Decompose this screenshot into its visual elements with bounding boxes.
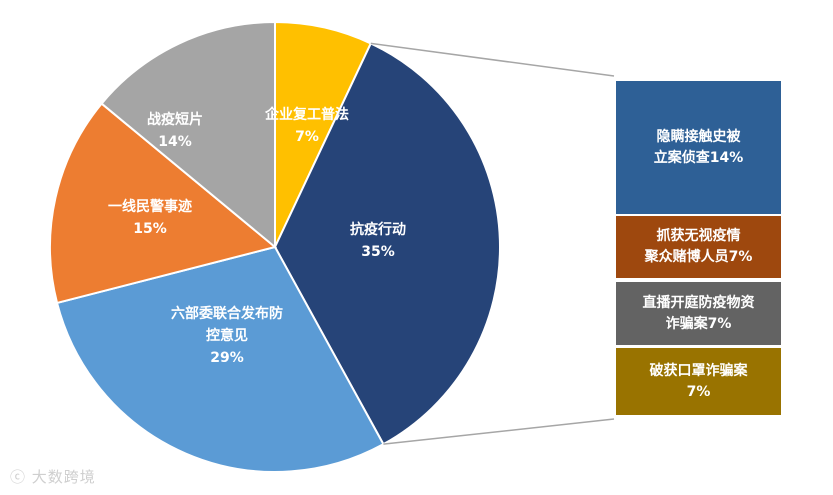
slice-label-line: 7%: [295, 129, 319, 145]
connector-line: [370, 42, 615, 77]
connector-line: [383, 418, 615, 445]
breakdown-label-line1: 隐瞒接触史被: [656, 128, 741, 145]
breakdown-segment-gambling-arrest: 抓获无视疫情 聚众赌博人员7%: [616, 216, 781, 278]
slice-label: 抗疫行动 35%: [350, 221, 406, 260]
slice-label-line: 一线民警事迹: [108, 198, 192, 215]
breakdown-label-line2: 诈骗案7%: [665, 315, 732, 332]
slice-epidemic-short-films: [100, 20, 276, 250]
slice-label-line: 六部委联合发布防: [171, 305, 283, 322]
slice-label-line: 29%: [210, 350, 244, 366]
slice-label-line: 战疫短片: [147, 111, 203, 128]
breakdown-label-line1: 破获口罩诈骗案: [649, 362, 748, 379]
slice-label-line: 35%: [361, 244, 395, 260]
slice-label-line: 15%: [133, 221, 167, 237]
breakdown-label-line1: 直播开庭防疫物资: [642, 294, 755, 311]
breakdown-segment-livestream-trial: 直播开庭防疫物资 诈骗案7%: [616, 282, 781, 345]
slice-label: 一线民警事迹 15%: [108, 198, 192, 237]
watermark-text: 大数跨境: [31, 468, 96, 486]
slice-label: 战疫短片 14%: [147, 111, 203, 150]
slice-label-line: 控意见: [206, 327, 248, 344]
breakdown-segment-concealed-contact: 隐瞒接触史被 立案侦查14%: [616, 81, 781, 214]
watermark-logo: ⓒ 大数跨境: [10, 466, 96, 487]
slice-anti-epidemic-action: [273, 42, 501, 446]
slice-label-line: 14%: [158, 134, 192, 150]
breakdown-label-line2: 7%: [686, 383, 711, 400]
breakdown-label-line1: 抓获无视疫情: [656, 228, 741, 244]
slice-label-line: 企业复工普法: [264, 106, 349, 123]
slice-frontline-police: [49, 102, 278, 305]
breakdown-segment-mask-fraud: 破获口罩诈骗案 7%: [616, 348, 781, 415]
slice-label-line: 抗疫行动: [350, 221, 406, 238]
slice-label: 六部委联合发布防控意见 29%: [171, 305, 283, 366]
slice-label: 企业复工普法 7%: [264, 106, 349, 145]
watermark-icon: ⓒ: [10, 468, 27, 486]
breakdown-label-line2: 聚众赌博人员7%: [644, 249, 753, 265]
slice-six-ministries-opinion: [55, 245, 385, 473]
breakdown-label-line2: 立案侦查14%: [653, 149, 744, 166]
